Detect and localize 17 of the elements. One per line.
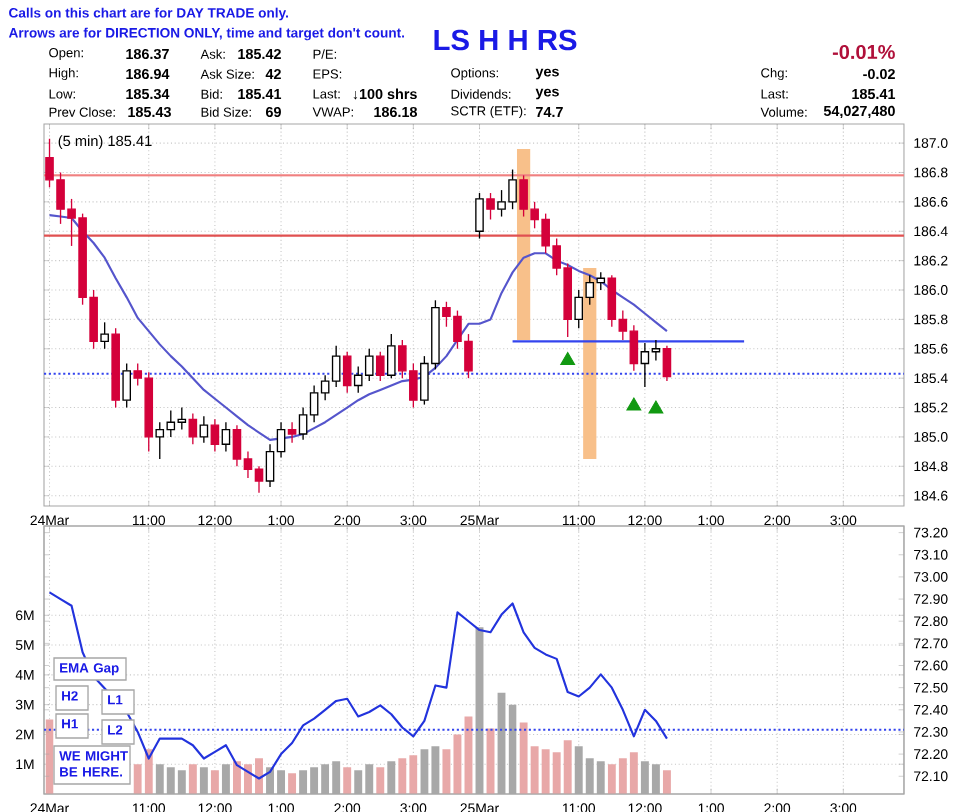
text: -0.01% xyxy=(832,44,895,60)
candlestick xyxy=(221,421,231,453)
point xyxy=(626,397,642,411)
bar xyxy=(376,767,385,794)
text: LS H H RS xyxy=(434,29,577,51)
bar xyxy=(343,767,352,794)
candlestick xyxy=(662,345,672,382)
candlestick xyxy=(210,418,220,453)
point xyxy=(648,400,664,414)
candlestick xyxy=(287,421,297,444)
candlestick xyxy=(199,415,209,444)
candlestick xyxy=(188,412,198,445)
bar xyxy=(662,770,671,794)
bar xyxy=(288,773,297,794)
point xyxy=(560,351,576,366)
bar xyxy=(188,764,197,794)
bar xyxy=(210,770,219,794)
